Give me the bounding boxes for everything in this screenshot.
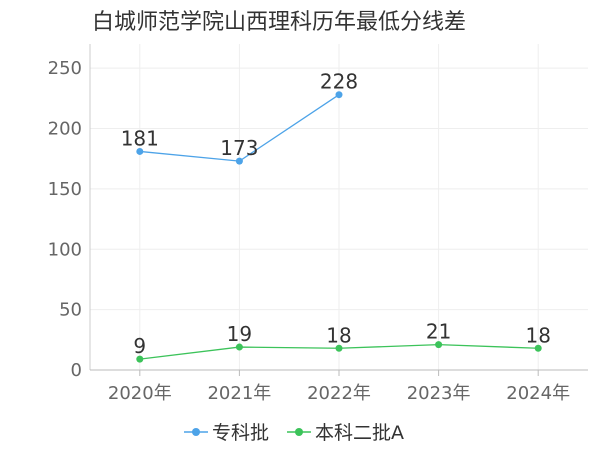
legend-item: 专科批 xyxy=(184,422,269,444)
x-tick-label: 2023年 xyxy=(407,383,471,404)
data-label: 181 xyxy=(121,126,159,150)
data-point xyxy=(235,157,243,165)
legend-label: 本科二批A xyxy=(315,422,404,444)
x-tick-label: 2021年 xyxy=(207,383,271,404)
y-tick-label: 50 xyxy=(59,300,82,321)
data-point xyxy=(335,91,343,99)
legend: 专科批 本科二批A xyxy=(184,422,404,444)
data-point xyxy=(235,343,243,351)
y-axis-ticks: 0 50 100 150 200 250 xyxy=(48,58,82,381)
data-point xyxy=(136,355,144,363)
x-tick-label: 2020年 xyxy=(108,383,172,404)
series-group: 181 173 228 9 19 18 21 18 xyxy=(121,70,551,363)
x-tick-label: 2024年 xyxy=(506,383,570,404)
y-tick-label: 150 xyxy=(48,179,82,200)
y-tick-label: 0 xyxy=(71,360,82,381)
data-point xyxy=(136,147,144,155)
data-point xyxy=(435,341,443,349)
data-label: 21 xyxy=(426,320,451,344)
grid-lines xyxy=(90,44,588,370)
legend-marker xyxy=(295,428,303,436)
legend-label: 专科批 xyxy=(212,422,269,444)
data-label: 173 xyxy=(220,136,258,160)
legend-marker xyxy=(192,428,200,436)
data-point xyxy=(534,344,542,352)
data-label: 18 xyxy=(525,323,550,347)
y-tick-label: 100 xyxy=(48,239,82,260)
data-point xyxy=(335,344,343,352)
data-label: 9 xyxy=(133,334,146,358)
chart-title: 白城师范学院山西理科历年最低分线差 xyxy=(92,10,467,35)
data-label: 19 xyxy=(227,322,252,346)
y-tick-label: 250 xyxy=(48,58,82,79)
data-label: 228 xyxy=(320,70,358,94)
legend-item: 本科二批A xyxy=(287,422,404,444)
x-tick-label: 2022年 xyxy=(307,383,371,404)
y-tick-label: 200 xyxy=(48,119,82,140)
x-axis-ticks: 2020年 2021年 2022年 2023年 2024年 xyxy=(108,370,570,404)
data-label: 18 xyxy=(326,323,351,347)
